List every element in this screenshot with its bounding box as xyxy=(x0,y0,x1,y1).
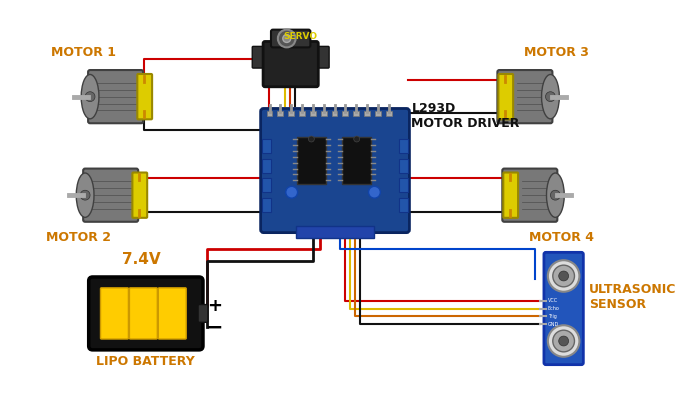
Circle shape xyxy=(546,92,555,102)
Text: 7.4V: 7.4V xyxy=(122,252,160,267)
Ellipse shape xyxy=(81,74,99,119)
FancyBboxPatch shape xyxy=(386,111,392,116)
Text: GND: GND xyxy=(548,322,559,327)
FancyBboxPatch shape xyxy=(288,111,294,116)
FancyBboxPatch shape xyxy=(498,74,513,119)
Ellipse shape xyxy=(541,74,560,119)
FancyBboxPatch shape xyxy=(262,159,271,173)
FancyBboxPatch shape xyxy=(321,111,326,116)
FancyBboxPatch shape xyxy=(88,70,143,123)
FancyBboxPatch shape xyxy=(498,70,553,123)
FancyBboxPatch shape xyxy=(271,29,310,47)
Text: MOTOR 1: MOTOR 1 xyxy=(52,46,116,59)
FancyBboxPatch shape xyxy=(132,173,147,218)
FancyBboxPatch shape xyxy=(83,168,139,222)
Circle shape xyxy=(553,330,574,352)
Circle shape xyxy=(283,34,291,42)
FancyBboxPatch shape xyxy=(310,111,316,116)
FancyBboxPatch shape xyxy=(399,159,409,173)
FancyBboxPatch shape xyxy=(503,168,557,222)
Text: Echo: Echo xyxy=(548,306,560,311)
Text: +: + xyxy=(207,297,222,315)
Circle shape xyxy=(548,260,579,292)
FancyBboxPatch shape xyxy=(198,305,208,322)
Circle shape xyxy=(369,186,380,198)
Text: ULTRASONIC
SENSOR: ULTRASONIC SENSOR xyxy=(590,283,677,311)
FancyBboxPatch shape xyxy=(278,111,283,116)
FancyBboxPatch shape xyxy=(544,252,583,365)
FancyBboxPatch shape xyxy=(299,111,305,116)
Circle shape xyxy=(559,336,569,346)
Text: MOTOR 2: MOTOR 2 xyxy=(47,231,111,244)
Circle shape xyxy=(553,265,574,287)
FancyBboxPatch shape xyxy=(375,111,381,116)
FancyBboxPatch shape xyxy=(354,111,359,116)
FancyBboxPatch shape xyxy=(503,173,518,218)
Circle shape xyxy=(80,190,90,200)
Text: SERVO: SERVO xyxy=(283,32,317,41)
Text: MOTOR 3: MOTOR 3 xyxy=(524,46,590,59)
FancyBboxPatch shape xyxy=(399,139,409,153)
FancyBboxPatch shape xyxy=(331,111,338,116)
Circle shape xyxy=(286,186,298,198)
FancyBboxPatch shape xyxy=(129,288,157,339)
FancyBboxPatch shape xyxy=(262,178,271,192)
FancyBboxPatch shape xyxy=(267,111,272,116)
Circle shape xyxy=(559,271,569,281)
FancyBboxPatch shape xyxy=(137,74,152,119)
FancyBboxPatch shape xyxy=(399,198,409,212)
Circle shape xyxy=(551,190,560,200)
FancyBboxPatch shape xyxy=(342,137,372,184)
Ellipse shape xyxy=(546,173,564,217)
FancyBboxPatch shape xyxy=(399,178,409,192)
FancyBboxPatch shape xyxy=(263,42,318,87)
Circle shape xyxy=(548,325,579,357)
Circle shape xyxy=(85,92,95,102)
Circle shape xyxy=(354,136,360,142)
FancyBboxPatch shape xyxy=(262,139,271,153)
FancyBboxPatch shape xyxy=(315,46,329,68)
Text: LIPO BATTERY: LIPO BATTERY xyxy=(97,355,195,368)
FancyBboxPatch shape xyxy=(342,111,348,116)
FancyBboxPatch shape xyxy=(260,108,409,233)
Ellipse shape xyxy=(77,173,94,217)
FancyBboxPatch shape xyxy=(88,277,203,350)
Text: −: − xyxy=(206,317,223,337)
Text: VCC: VCC xyxy=(548,298,558,303)
Circle shape xyxy=(308,136,315,142)
Text: Trig: Trig xyxy=(548,314,557,319)
FancyBboxPatch shape xyxy=(100,288,129,339)
Text: MOTOR 4: MOTOR 4 xyxy=(529,231,594,244)
FancyBboxPatch shape xyxy=(296,226,374,237)
FancyBboxPatch shape xyxy=(364,111,370,116)
Circle shape xyxy=(278,29,296,47)
FancyBboxPatch shape xyxy=(296,137,326,184)
FancyBboxPatch shape xyxy=(252,46,266,68)
Text: L293D
MOTOR DRIVER: L293D MOTOR DRIVER xyxy=(411,103,520,130)
FancyBboxPatch shape xyxy=(158,288,187,339)
FancyBboxPatch shape xyxy=(262,198,271,212)
